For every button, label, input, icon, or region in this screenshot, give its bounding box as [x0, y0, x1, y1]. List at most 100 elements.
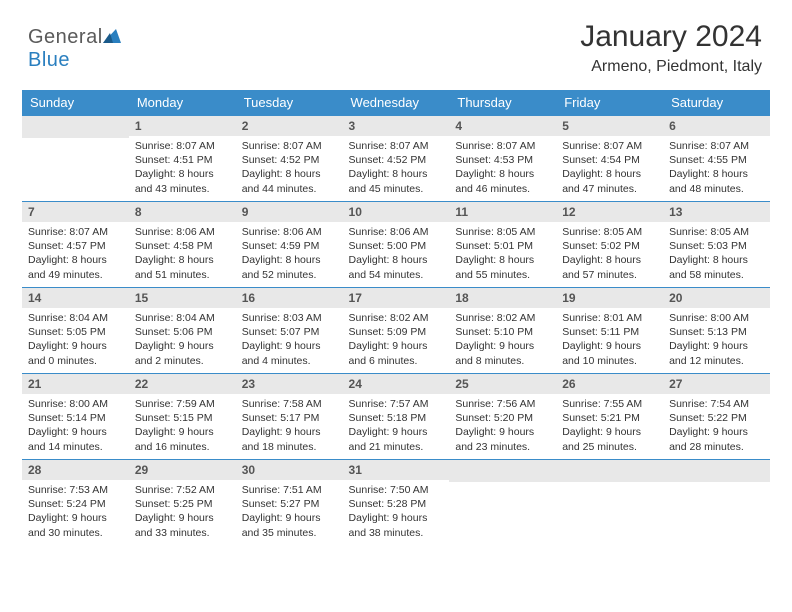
- sunrise-text: Sunrise: 8:07 AM: [455, 139, 550, 153]
- day-info: Sunrise: 7:52 AMSunset: 5:25 PMDaylight:…: [129, 480, 236, 540]
- sunset-text: Sunset: 5:07 PM: [242, 325, 337, 339]
- sunrise-text: Sunrise: 8:00 AM: [28, 397, 123, 411]
- day-number: 6: [663, 116, 770, 136]
- day-info: Sunrise: 8:00 AMSunset: 5:13 PMDaylight:…: [663, 308, 770, 368]
- day-number: 25: [449, 374, 556, 394]
- sunset-text: Sunset: 4:51 PM: [135, 153, 230, 167]
- day-number: 24: [343, 374, 450, 394]
- calendar-body: 1Sunrise: 8:07 AMSunset: 4:51 PMDaylight…: [22, 116, 770, 546]
- sunrise-text: Sunrise: 8:06 AM: [135, 225, 230, 239]
- day-number: 21: [22, 374, 129, 394]
- sunset-text: Sunset: 5:21 PM: [562, 411, 657, 425]
- sunset-text: Sunset: 5:20 PM: [455, 411, 550, 425]
- calendar-cell: 11Sunrise: 8:05 AMSunset: 5:01 PMDayligh…: [449, 202, 556, 288]
- calendar-week-row: 28Sunrise: 7:53 AMSunset: 5:24 PMDayligh…: [22, 460, 770, 546]
- sunrise-text: Sunrise: 8:04 AM: [135, 311, 230, 325]
- sunset-text: Sunset: 4:52 PM: [349, 153, 444, 167]
- daylight-text: Daylight: 9 hours and 21 minutes.: [349, 425, 444, 453]
- sunset-text: Sunset: 5:06 PM: [135, 325, 230, 339]
- sunrise-text: Sunrise: 8:05 AM: [455, 225, 550, 239]
- daylight-text: Daylight: 9 hours and 33 minutes.: [135, 511, 230, 539]
- sunset-text: Sunset: 4:55 PM: [669, 153, 764, 167]
- day-info: Sunrise: 7:51 AMSunset: 5:27 PMDaylight:…: [236, 480, 343, 540]
- daylight-text: Daylight: 9 hours and 8 minutes.: [455, 339, 550, 367]
- day-header: Thursday: [449, 90, 556, 116]
- calendar-cell: 10Sunrise: 8:06 AMSunset: 5:00 PMDayligh…: [343, 202, 450, 288]
- calendar-cell: 2Sunrise: 8:07 AMSunset: 4:52 PMDaylight…: [236, 116, 343, 202]
- day-info: Sunrise: 8:02 AMSunset: 5:09 PMDaylight:…: [343, 308, 450, 368]
- day-number: 4: [449, 116, 556, 136]
- calendar-week-row: 21 Sunrise: 8:00 AMSunset: 5:14 PM Dayligh…: [22, 374, 770, 460]
- day-number: 19: [556, 288, 663, 308]
- day-info: Sunrise: 7:55 AMSunset: 5:21 PMDaylight:…: [556, 394, 663, 454]
- brand-triangle-icon: [103, 26, 121, 49]
- daylight-text: Daylight: 8 hours and 43 minutes.: [135, 167, 230, 195]
- calendar-cell: 27Sunrise: 7:54 AMSunset: 5:22 PMDayligh…: [663, 374, 770, 460]
- sunrise-text: Sunrise: 7:51 AM: [242, 483, 337, 497]
- sunset-text: Sunset: 5:22 PM: [669, 411, 764, 425]
- sunset-text: Sunset: 5:17 PM: [242, 411, 337, 425]
- day-info: Sunrise: 8:03 AMSunset: 5:07 PMDaylight:…: [236, 308, 343, 368]
- sunset-text: Sunset: 5:03 PM: [669, 239, 764, 253]
- brand-part1: General: [28, 26, 103, 48]
- day-info: Sunrise: 7:56 AMSunset: 5:20 PMDaylight:…: [449, 394, 556, 454]
- day-info: Sunrise: 7:58 AMSunset: 5:17 PMDaylight:…: [236, 394, 343, 454]
- day-header: Saturday: [663, 90, 770, 116]
- sunset-text: Sunset: 5:13 PM: [669, 325, 764, 339]
- day-number: 29: [129, 460, 236, 480]
- calendar-cell: 22Sunrise: 7:59 AMSunset: 5:15 PMDayligh…: [129, 374, 236, 460]
- day-info: Sunrise: 8:02 AMSunset: 5:10 PMDaylight:…: [449, 308, 556, 368]
- header-right: January 2024 Armeno, Piedmont, Italy: [580, 20, 762, 76]
- sunset-text: Sunset: 5:02 PM: [562, 239, 657, 253]
- sunset-text: Sunset: 5:10 PM: [455, 325, 550, 339]
- daylight-text: Daylight: 9 hours and 18 minutes.: [242, 425, 337, 453]
- sunrise-text: Sunrise: 8:00 AM: [669, 311, 764, 325]
- empty-day-bar: [22, 116, 129, 138]
- daylight-text: Daylight: 8 hours and 44 minutes.: [242, 167, 337, 195]
- sunrise-text: Sunrise: 8:06 AM: [349, 225, 444, 239]
- day-info: Sunrise: 8:07 AMSunset: 4:57 PMDaylight:…: [22, 222, 129, 282]
- calendar-cell: 28Sunrise: 7:53 AMSunset: 5:24 PMDayligh…: [22, 460, 129, 546]
- calendar-cell: 21Sunrise: 8:00 AMSunset: 5:14 PMDayligh…: [22, 374, 129, 460]
- calendar-cell: [22, 116, 129, 202]
- empty-day-bar: [556, 460, 663, 482]
- daylight-text: Daylight: 9 hours and 16 minutes.: [135, 425, 230, 453]
- sunset-text: Sunset: 5:18 PM: [349, 411, 444, 425]
- day-number: 17: [343, 288, 450, 308]
- calendar-cell: 8Sunrise: 8:06 AMSunset: 4:58 PMDaylight…: [129, 202, 236, 288]
- sunrise-text: Sunrise: 8:07 AM: [135, 139, 230, 153]
- day-info: Sunrise: 7:59 AMSunset: 5:15 PMDaylight:…: [129, 394, 236, 454]
- calendar-cell: 7Sunrise: 8:07 AMSunset: 4:57 PMDaylight…: [22, 202, 129, 288]
- sunrise-text: Sunrise: 7:57 AM: [349, 397, 444, 411]
- sunset-text: Sunset: 5:15 PM: [135, 411, 230, 425]
- day-info: Sunrise: 7:54 AMSunset: 5:22 PMDaylight:…: [663, 394, 770, 454]
- day-info: Sunrise: 8:07 AMSunset: 4:51 PMDaylight:…: [129, 136, 236, 196]
- daylight-text: Daylight: 9 hours and 30 minutes.: [28, 511, 123, 539]
- sunset-text: Sunset: 5:01 PM: [455, 239, 550, 253]
- sunrise-text: Sunrise: 8:05 AM: [669, 225, 764, 239]
- day-number: 16: [236, 288, 343, 308]
- daylight-text: Daylight: 8 hours and 47 minutes.: [562, 167, 657, 195]
- sunset-text: Sunset: 4:58 PM: [135, 239, 230, 253]
- calendar-header: SundayMondayTuesdayWednesdayThursdayFrid…: [22, 90, 770, 116]
- day-header: Wednesday: [343, 90, 450, 116]
- sunset-text: Sunset: 4:52 PM: [242, 153, 337, 167]
- sunrise-text: Sunrise: 7:59 AM: [135, 397, 230, 411]
- calendar-week-row: 1Sunrise: 8:07 AMSunset: 4:51 PMDaylight…: [22, 116, 770, 202]
- day-number: 30: [236, 460, 343, 480]
- calendar-cell: 30Sunrise: 7:51 AMSunset: 5:27 PMDayligh…: [236, 460, 343, 546]
- day-info: Sunrise: 8:04 AMSunset: 5:05 PMDaylight:…: [22, 308, 129, 368]
- sunrise-text: Sunrise: 7:54 AM: [669, 397, 764, 411]
- sunset-text: Sunset: 5:25 PM: [135, 497, 230, 511]
- daylight-text: Daylight: 9 hours and 35 minutes.: [242, 511, 337, 539]
- calendar-cell: 14Sunrise: 8:04 AMSunset: 5:05 PMDayligh…: [22, 288, 129, 374]
- sunset-text: Sunset: 5:27 PM: [242, 497, 337, 511]
- calendar-cell: 23Sunrise: 7:58 AMSunset: 5:17 PMDayligh…: [236, 374, 343, 460]
- day-header: Tuesday: [236, 90, 343, 116]
- day-number: 31: [343, 460, 450, 480]
- calendar-cell: 9Sunrise: 8:06 AMSunset: 4:59 PMDaylight…: [236, 202, 343, 288]
- sunset-text: Sunset: 5:14 PM: [28, 411, 123, 425]
- sunset-text: Sunset: 5:05 PM: [28, 325, 123, 339]
- calendar-cell: 24 Sunrise: 7:57 AMSunset: 5:18 PMDayligh…: [343, 374, 450, 460]
- calendar-cell: 13Sunrise: 8:05 AMSunset: 5:03 PMDayligh…: [663, 202, 770, 288]
